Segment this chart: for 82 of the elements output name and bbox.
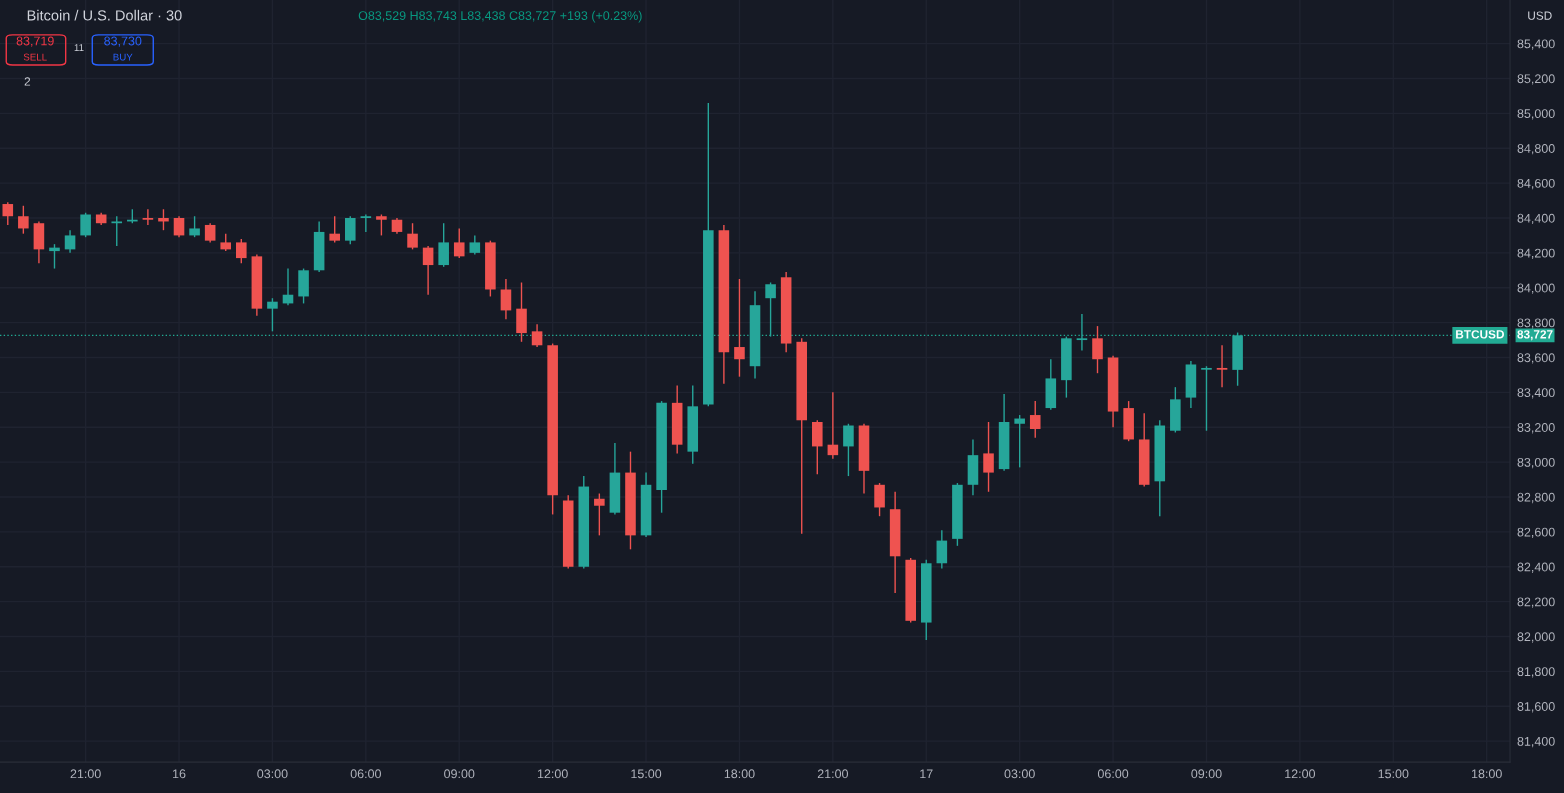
y-tick-label: 83,000 <box>1517 457 1555 469</box>
candlestick <box>874 482 885 517</box>
candlestick <box>500 278 512 320</box>
candlestick <box>469 234 481 256</box>
x-tick-label: 03:00 <box>257 769 288 779</box>
y-tick-label: 84,400 <box>1517 213 1555 225</box>
x-tick-label: 21:00 <box>70 769 101 779</box>
y-tick-label: 84,600 <box>1517 178 1555 190</box>
annotation: BUY <box>113 53 133 61</box>
candlestick <box>80 212 91 238</box>
candlestick <box>827 391 839 460</box>
x-tick-label: 18:00 <box>1472 769 1502 779</box>
candlestick <box>438 222 449 268</box>
annotation: O83,529 H83,743 L83,438 C83,727 +193 (+0.23%) <box>358 10 642 23</box>
candlestick <box>1092 325 1103 374</box>
text: Bitcoin / U.S. Dollar · 30 <box>27 9 182 21</box>
y-tick-label: 83,600 <box>1517 353 1555 364</box>
candlestick <box>983 421 994 493</box>
candlestick <box>531 323 543 348</box>
y-tick-label: 84,800 <box>1517 144 1555 155</box>
y-tick-label: 83,200 <box>1517 423 1555 434</box>
candlestick <box>189 215 200 238</box>
candlestick <box>344 215 356 245</box>
candlestick <box>407 222 418 251</box>
candlestick <box>1029 400 1041 439</box>
candlestick <box>173 215 185 238</box>
candlestick <box>267 297 278 333</box>
candlestick <box>1216 344 1228 388</box>
x-tick-label: 21:00 <box>817 769 849 779</box>
candlestick <box>18 205 29 235</box>
x-tick-label: 15:00 <box>631 769 662 779</box>
x-tick-label: 16 <box>173 769 186 779</box>
x-tick-label: 09:00 <box>1191 769 1222 779</box>
candlestick <box>1014 414 1025 469</box>
y-tick-label: 82,400 <box>1517 562 1555 573</box>
candlestick <box>142 208 154 226</box>
candlestick <box>594 492 605 537</box>
y-tick-label: 85,000 <box>1517 109 1555 120</box>
candlestick <box>843 423 854 477</box>
ref-line-label: BTCUSD <box>1456 330 1504 339</box>
candlestick <box>236 238 247 265</box>
x-tick-label: 03:00 <box>1004 769 1035 779</box>
x-tick-label: 06:00 <box>1097 769 1129 779</box>
candlestick <box>453 227 465 259</box>
x-tick-label: 12:00 <box>1285 769 1316 779</box>
x-tick-label: 12:00 <box>537 769 568 779</box>
candlestick <box>64 229 76 254</box>
x-tick-label: 09:00 <box>444 769 475 779</box>
candlestick <box>2 201 14 226</box>
y-tick-label: 82,000 <box>1517 632 1555 643</box>
text: 83,727 <box>1517 330 1553 341</box>
y-tick-label: 85,400 <box>1517 39 1555 50</box>
annotation: 83,719 <box>16 36 54 47</box>
candlestick <box>204 222 216 244</box>
x-tick-label: 15:00 <box>1378 769 1409 779</box>
x-tick-label: 06:00 <box>350 769 381 779</box>
candlestick <box>376 213 387 237</box>
candlestick <box>329 215 340 244</box>
candlestick <box>1201 365 1212 432</box>
y-tick-label: 84,000 <box>1517 283 1555 294</box>
y-tick-label: 84,200 <box>1517 248 1555 259</box>
annotation: 11 <box>74 44 84 51</box>
annotation: 83,730 <box>104 36 142 47</box>
annotation: SELL <box>23 53 47 61</box>
y-tick-label: 82,600 <box>1517 527 1555 539</box>
candlestick <box>360 213 372 233</box>
y-tick-label: 85,200 <box>1517 74 1555 85</box>
candlestick <box>422 245 434 296</box>
x-tick-label: 18:00 <box>724 769 755 779</box>
annotation: 2 <box>24 77 31 86</box>
x-tick-label: 17 <box>920 769 933 779</box>
y-tick-label: 82,800 <box>1517 492 1555 504</box>
y-tick-label: 83,800 <box>1517 318 1555 329</box>
y-tick-label: 82,200 <box>1517 597 1555 608</box>
candlestick <box>734 278 745 378</box>
y-tick-label: 81,600 <box>1517 702 1555 713</box>
candlestick <box>111 215 123 247</box>
y-tick-label: 83,400 <box>1517 388 1555 399</box>
y-tick-label: 81,400 <box>1517 736 1555 748</box>
text: USD <box>1528 11 1552 20</box>
candlestick <box>936 529 948 570</box>
y-tick-label: 81,800 <box>1517 667 1555 678</box>
